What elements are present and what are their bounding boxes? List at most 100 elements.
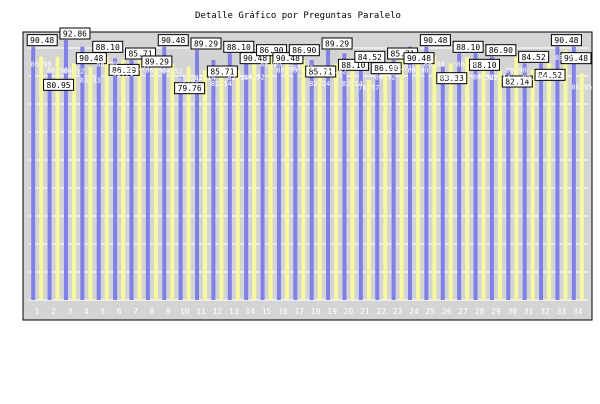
data-label: 84.52: [539, 73, 560, 81]
data-label: 88.10: [341, 61, 365, 70]
bar-series-1: [145, 49, 150, 300]
bar-series-2: [448, 63, 453, 301]
bar-series-2: [88, 66, 93, 301]
data-label: 84.52: [522, 53, 546, 62]
data-label: 90.48: [243, 54, 267, 63]
bar-series-2: [334, 63, 339, 301]
x-tick-label: 21: [360, 307, 370, 316]
bar-series-1: [211, 60, 216, 301]
data-label-box: [26, 34, 58, 47]
x-tick-label: 32: [540, 307, 550, 316]
data-label: 85.71: [391, 64, 412, 72]
data-label-box: [206, 65, 238, 78]
bar-series-1: [96, 53, 101, 300]
bar-series-1: [63, 39, 68, 300]
data-label: 86.90: [407, 67, 428, 75]
bar-series-1: [276, 46, 281, 300]
data-label: 84.52: [440, 73, 461, 81]
data-label-box: [501, 75, 533, 88]
bar-series-1: [571, 46, 576, 300]
data-label: 89.29: [145, 57, 169, 66]
data-label-box: [141, 55, 173, 68]
data-label: 80.95: [571, 83, 592, 91]
y-tick-label: 10: [10, 268, 20, 277]
data-label: 80.95: [47, 81, 71, 90]
data-label: 90.48: [79, 54, 103, 63]
data-label-box: [560, 52, 592, 65]
bar-series-1: [113, 58, 118, 300]
data-label: 92.86: [63, 29, 87, 38]
data-label-box: [518, 50, 550, 63]
bar-series-2: [415, 56, 420, 301]
data-label-box: [305, 65, 337, 78]
bar-series-1: [391, 60, 396, 301]
data-label: 86.90: [276, 67, 297, 75]
data-label: 78.57: [358, 84, 379, 92]
data-label: 82.14: [309, 80, 330, 88]
x-tick-label: 26: [442, 307, 452, 316]
bar-series-2: [219, 70, 224, 301]
x-tick-label: 20: [344, 307, 354, 316]
data-label-box: [75, 52, 107, 65]
bar-series-2: [153, 56, 158, 301]
bar-series-1: [473, 53, 478, 300]
data-label: 90.48: [554, 36, 578, 45]
bar-series-2: [383, 63, 388, 301]
x-tick-label: 6: [117, 307, 122, 316]
bar-series-2: [563, 49, 568, 300]
data-label: 84.52: [244, 73, 265, 81]
x-tick-label: 28: [475, 307, 485, 316]
bar-series-2: [203, 70, 208, 301]
data-label: 90.48: [276, 54, 300, 63]
bar-series-2: [268, 56, 273, 301]
bar-series-2: [104, 56, 109, 301]
data-label-box: [321, 37, 353, 50]
data-label-box: [157, 34, 189, 47]
bar-series-1: [440, 66, 445, 301]
x-tick-label: 1: [35, 307, 40, 316]
data-label-box: [174, 82, 206, 95]
bar-series-2: [137, 60, 142, 301]
data-label-box: [288, 44, 320, 57]
data-label: 82.14: [211, 80, 232, 88]
data-label: 85.71: [113, 70, 134, 78]
x-tick-label: 15: [262, 307, 272, 316]
data-label-box: [550, 34, 582, 47]
bar-series-1: [31, 46, 36, 300]
data-label: 82.14: [194, 74, 215, 82]
bar-series-1: [506, 70, 511, 301]
bar-series-2: [497, 70, 502, 301]
bar-series-1: [358, 63, 363, 301]
bar-series-1: [227, 53, 232, 300]
data-label: 84.52: [162, 67, 183, 75]
data-label-box: [469, 58, 501, 71]
data-label: 90.48: [423, 36, 447, 45]
data-label: 84.52: [473, 73, 494, 81]
data-label: 84.52: [63, 67, 84, 75]
bar-series-2: [481, 63, 486, 301]
data-label: 84.52: [358, 53, 382, 62]
bar-series-1: [424, 46, 429, 300]
data-label-box: [403, 52, 435, 65]
data-label-box: [534, 68, 566, 81]
bar-series-2: [350, 70, 355, 301]
data-label: 85.71: [129, 64, 150, 72]
data-label-box: [485, 44, 517, 57]
data-label: 86.90: [259, 46, 283, 55]
data-label: 90.48: [407, 54, 431, 63]
data-label: 82.14: [489, 74, 510, 82]
data-label: 83.33: [80, 77, 101, 85]
bar-series-2: [121, 60, 126, 301]
bar-series-2: [366, 80, 371, 300]
data-label-box: [452, 40, 484, 53]
data-label: 86.90: [457, 61, 478, 69]
data-label: 86.90: [424, 61, 445, 69]
bar-series-1: [375, 56, 380, 301]
data-label: 85.71: [128, 50, 152, 59]
x-tick-label: 31: [524, 307, 534, 316]
bar-series-1: [555, 46, 560, 300]
bar-series-2: [235, 70, 240, 301]
bar-series-1: [489, 56, 494, 301]
bar-series-2: [547, 63, 552, 301]
